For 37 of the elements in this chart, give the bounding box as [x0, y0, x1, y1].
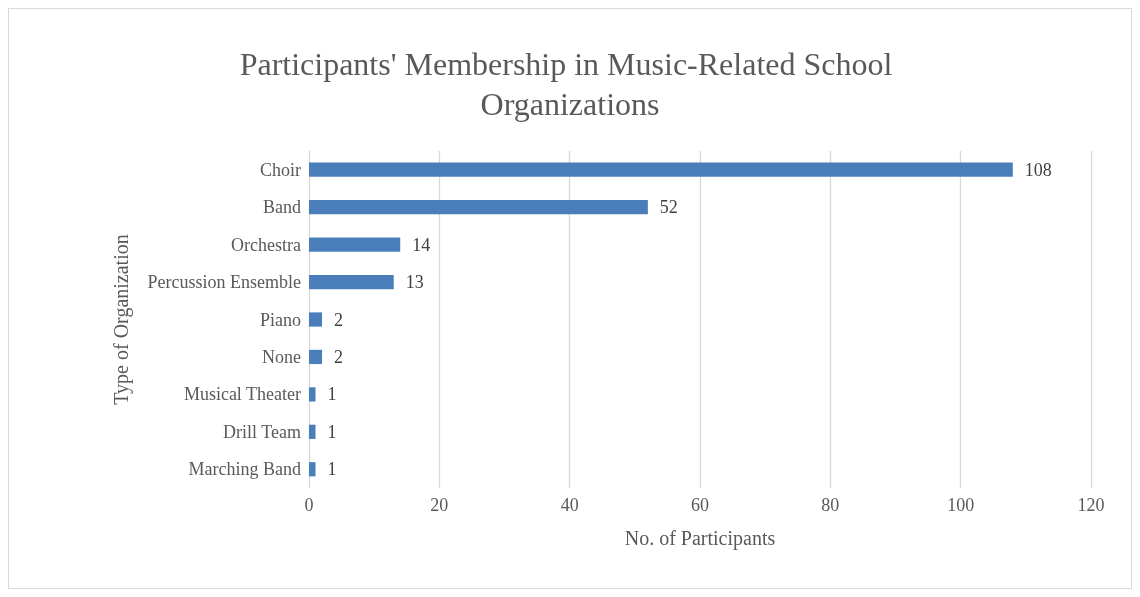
bar	[309, 349, 323, 365]
y-tick-label: Drill Team	[223, 421, 301, 442]
data-label: 108	[1024, 159, 1052, 180]
x-tick-label: 100	[947, 495, 975, 515]
y-tick-label: Band	[263, 197, 301, 218]
x-tick-label: 80	[821, 495, 840, 515]
bar	[309, 274, 394, 290]
bar	[309, 462, 316, 477]
chart-title: Participants' Membership in Music-Related School Organizations	[239, 46, 901, 122]
data-label: 2	[334, 346, 344, 367]
x-axis-title: No. of Participants	[624, 527, 776, 550]
y-tick-label: Choir	[259, 159, 301, 180]
x-tick-label: 60	[691, 495, 709, 515]
data-label: 1	[327, 459, 337, 480]
y-tick-label: Marching Band	[188, 459, 301, 480]
data-label: 14	[412, 234, 431, 255]
x-tick-label: 0	[304, 495, 314, 515]
data-label: 52	[659, 197, 678, 218]
data-label: 2	[334, 309, 344, 330]
bar	[309, 312, 323, 327]
data-label: 1	[327, 421, 337, 442]
data-label: 13	[405, 272, 424, 293]
bar	[309, 237, 401, 252]
y-tick-label: Percussion Ensemble	[147, 272, 301, 293]
y-tick-label: Orchestra	[231, 234, 301, 255]
data-label: 1	[327, 384, 337, 405]
y-tick-label: Piano	[259, 309, 301, 330]
y-tick-label: Musical Theater	[183, 384, 301, 405]
x-tick-label: 120	[1077, 495, 1105, 515]
bar	[309, 200, 648, 215]
bar	[309, 424, 316, 439]
y-tick-label: None	[262, 346, 301, 367]
x-tick-label: 40	[560, 495, 579, 515]
y-axis-title: Type of Organization	[110, 234, 133, 405]
bar	[309, 387, 316, 402]
bar	[309, 162, 1013, 177]
x-tick-label: 20	[430, 495, 449, 515]
